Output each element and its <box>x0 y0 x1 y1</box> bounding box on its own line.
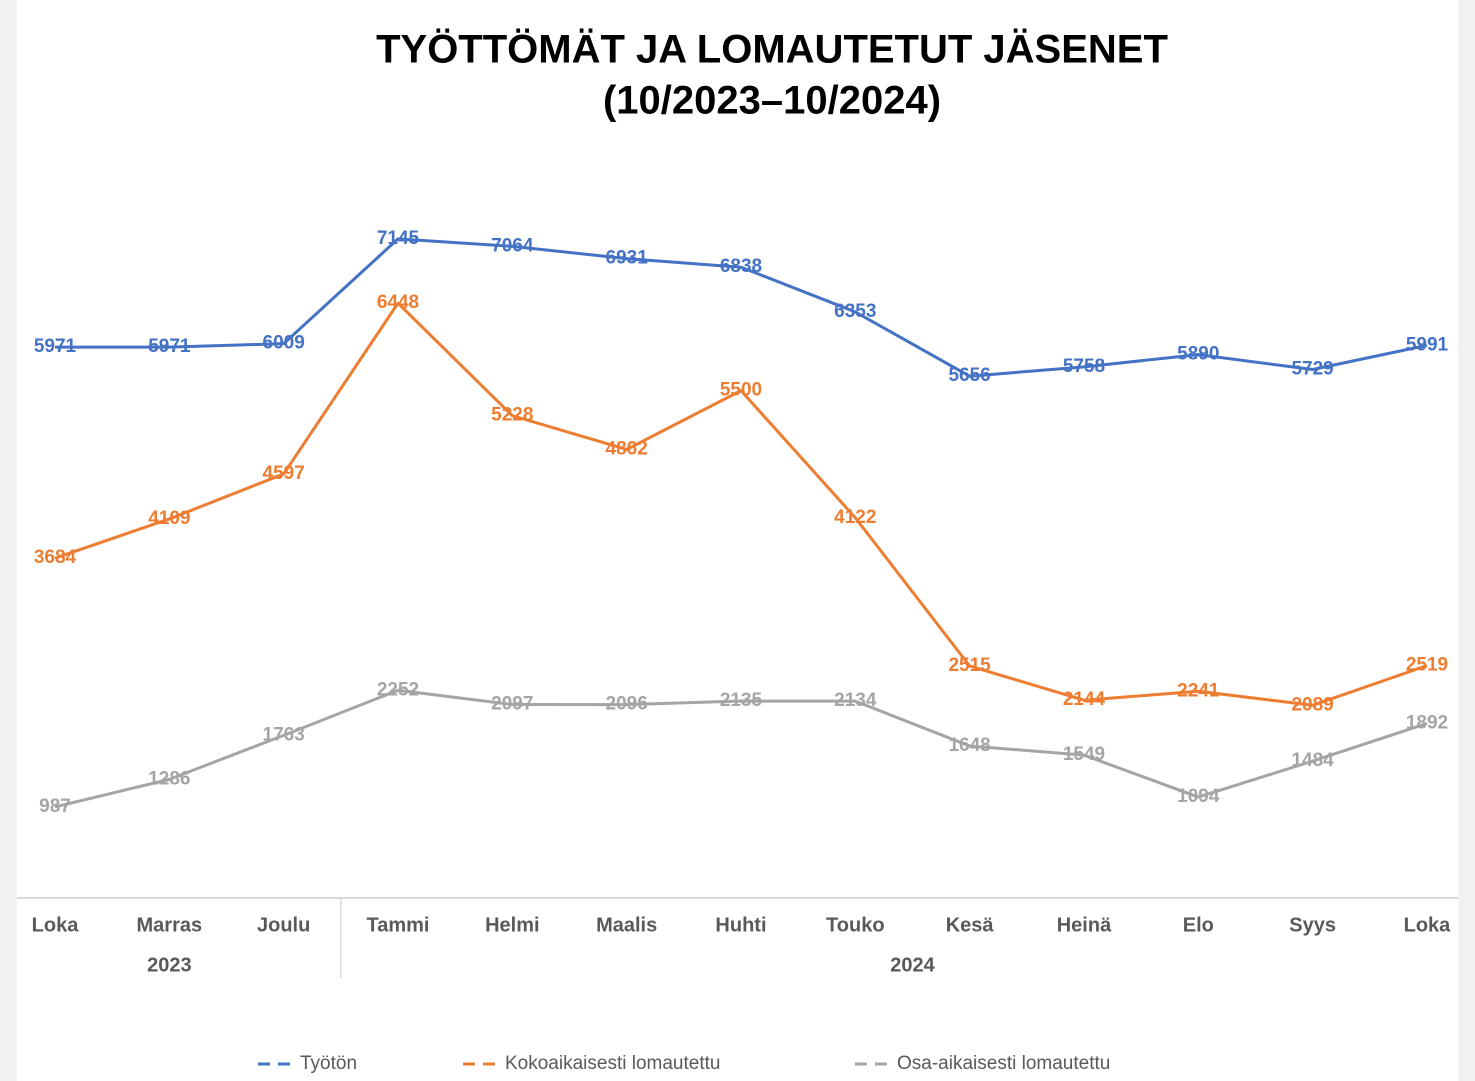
data-label: 5228 <box>491 405 533 426</box>
x-tick-label: Huhti <box>715 914 766 936</box>
data-label: 4597 <box>263 463 305 484</box>
data-label: 1549 <box>1063 744 1105 765</box>
data-label: 1094 <box>1177 786 1220 807</box>
data-label: 1484 <box>1291 750 1334 771</box>
x-tick-label: Heinä <box>1057 914 1112 936</box>
series-line <box>55 237 1428 378</box>
data-label: 987 <box>39 796 71 817</box>
x-tick-label: Touko <box>826 914 885 936</box>
data-label: 2144 <box>1063 689 1106 710</box>
data-label: 2519 <box>1406 655 1448 676</box>
data-label: 1763 <box>263 724 305 745</box>
data-label: 5729 <box>1291 359 1333 380</box>
data-label: 2089 <box>1291 694 1333 715</box>
x-tick-label: Maalis <box>596 914 657 936</box>
data-label: 4109 <box>148 508 190 529</box>
chart-title: TYÖTTÖMÄT JA LOMAUTETUT JÄSENET <box>376 27 1168 72</box>
data-label: 2096 <box>606 694 648 715</box>
data-label: 2241 <box>1177 680 1220 701</box>
x-tick-label: Kesä <box>946 914 995 936</box>
data-label: 6353 <box>834 301 876 322</box>
data-label: 5758 <box>1063 356 1105 377</box>
data-label: 5890 <box>1177 344 1219 365</box>
x-tick-label: Tammi <box>366 914 429 936</box>
data-label: 7064 <box>491 235 534 256</box>
x-tick-label: Joulu <box>257 914 310 936</box>
data-label: 5991 <box>1406 334 1449 355</box>
data-label: 6931 <box>606 248 649 269</box>
chart-area <box>17 0 1458 1081</box>
data-label: 5656 <box>948 365 990 386</box>
data-label: 1648 <box>948 735 990 756</box>
data-label: 6009 <box>263 333 305 354</box>
x-tick-label: Marras <box>137 914 203 936</box>
data-label: 5971 <box>148 336 191 357</box>
year-label: 2024 <box>890 954 935 976</box>
data-label: 4862 <box>606 438 648 459</box>
data-label: 6448 <box>377 292 419 313</box>
data-label: 1892 <box>1406 712 1448 733</box>
legend-label: Kokoaikaisesti lomautettu <box>505 1053 720 1074</box>
legend-label: Työtön <box>300 1053 357 1074</box>
data-label: 5971 <box>34 336 77 357</box>
data-label: 1286 <box>148 768 190 789</box>
x-tick-label: Helmi <box>485 914 539 936</box>
data-label: 4122 <box>834 507 876 528</box>
x-tick-label: Syys <box>1289 914 1336 936</box>
data-label: 5500 <box>720 380 762 401</box>
data-label: 7145 <box>377 228 420 249</box>
data-label: 2134 <box>834 690 877 711</box>
chart-title: (10/2023–10/2024) <box>603 79 941 123</box>
data-label: 6838 <box>720 256 762 277</box>
data-label: 2135 <box>720 690 763 711</box>
x-tick-label: Loka <box>1404 914 1452 936</box>
x-tick-label: Loka <box>32 914 80 936</box>
data-label: 2097 <box>491 694 533 715</box>
x-tick-label: Elo <box>1183 914 1214 936</box>
legend-label: Osa-aikaisesti lomautettu <box>897 1053 1110 1074</box>
series-line <box>54 688 1428 809</box>
data-label: 2515 <box>948 655 991 676</box>
year-label: 2023 <box>147 954 192 976</box>
data-label: 3684 <box>34 547 77 568</box>
data-label: 2252 <box>377 679 419 700</box>
series-line <box>54 301 1428 707</box>
